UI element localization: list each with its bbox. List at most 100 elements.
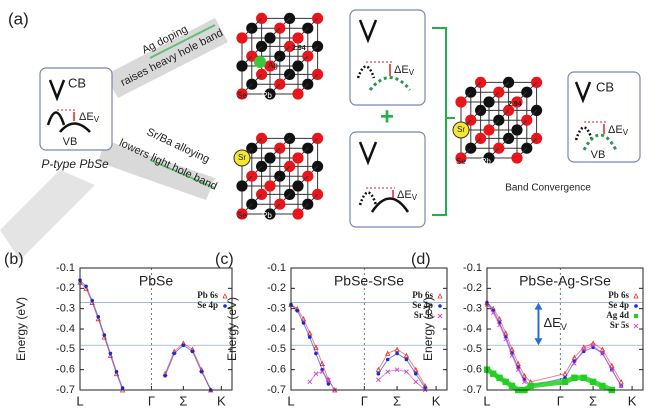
delta-label: ΔEV: [394, 64, 415, 77]
point: [414, 371, 418, 376]
arrow-band: [0, 170, 95, 260]
point: [375, 366, 382, 373]
point: [508, 382, 516, 390]
legend-marker: [634, 314, 638, 318]
legend-marker: [633, 323, 639, 329]
y-tick-label: -0.1: [267, 262, 286, 274]
point: [90, 298, 94, 303]
atom-label: Sr: [457, 125, 465, 134]
atom: [236, 32, 248, 44]
arrow-band: [98, 140, 215, 200]
charts: (b) Energy (eV) L Γ Σ K -0.1 -0.2 -0.3 -0.4 -0.5 -0…: [4, 251, 644, 408]
series-line: [79, 281, 212, 391]
point: [490, 370, 497, 377]
y-tick-label: -0.7: [267, 384, 286, 396]
point: [572, 361, 577, 366]
point: [581, 347, 587, 352]
hh-band: [59, 122, 91, 133]
point: [502, 378, 509, 386]
point: [609, 367, 615, 372]
delta-sub: V: [561, 322, 567, 332]
point: [496, 315, 503, 322]
delta-sub: V: [623, 128, 629, 137]
point: [600, 351, 605, 356]
series-line: [290, 304, 426, 391]
y-tick-label: -0.5: [267, 343, 286, 355]
delta-sub: V: [412, 193, 418, 202]
chart-title: PbSe-Ag-SrSe: [519, 273, 611, 289]
bond-label: 2.94: [292, 45, 306, 52]
plot-frame: [79, 267, 233, 391]
point: [571, 354, 578, 360]
legend-marker: [634, 304, 638, 308]
point: [509, 346, 515, 352]
point: [108, 351, 113, 356]
point: [120, 386, 125, 390]
atom-label: Sr: [238, 153, 246, 162]
caption: Band Convergence: [505, 183, 591, 194]
point: [496, 374, 503, 381]
lh-band: [46, 111, 66, 126]
atom: [511, 124, 523, 136]
x-tick-label: L: [287, 393, 294, 408]
point: [395, 351, 399, 356]
point: [96, 315, 101, 319]
y-tick-label: -0.5: [463, 343, 482, 355]
point: [394, 367, 400, 372]
point: [394, 346, 400, 352]
point: [326, 377, 331, 383]
atom: [455, 152, 467, 164]
atom: [455, 96, 467, 108]
lh-band: [370, 197, 410, 213]
point: [404, 369, 409, 375]
point: [319, 360, 325, 366]
chart: (d) Energy (eV) L Γ Σ K -0.1 -0.2 -0.3 -0.4 -0.5 -0…: [411, 251, 644, 408]
x-tick-label: Γ: [148, 393, 155, 408]
point: [618, 383, 624, 389]
x-tick-label: K: [628, 393, 637, 408]
point: [609, 362, 615, 368]
hh-band: [356, 65, 376, 79]
point: [114, 369, 119, 374]
point: [385, 369, 391, 375]
panel-label: (a): [8, 9, 29, 28]
atom: [292, 152, 304, 164]
atom-label: Se: [237, 211, 247, 220]
delta-label: ΔEV: [79, 111, 100, 124]
legend-marker: [633, 293, 639, 299]
point: [295, 308, 300, 313]
delta: ΔE: [397, 189, 412, 201]
x-tick-label: Γ: [361, 393, 368, 408]
x-tick-label: Σ: [589, 393, 597, 408]
panel-label: (c): [215, 251, 234, 268]
point: [503, 330, 509, 336]
ag-atom: [254, 56, 266, 68]
y-tick-label: -0.3: [267, 303, 286, 315]
x-tick-label: K: [432, 393, 441, 408]
panel-label: (b): [4, 251, 24, 268]
atom-label: Pb: [481, 157, 491, 166]
bond-label: 2.94: [508, 101, 522, 108]
atom: [236, 208, 248, 220]
point: [404, 357, 409, 362]
delta: ΔE: [79, 111, 94, 123]
y-tick-label: -0.6: [463, 364, 482, 376]
atom: [483, 152, 495, 164]
atom: [236, 60, 248, 72]
cb-label: CB: [68, 75, 86, 90]
band-box: [39, 67, 113, 151]
point: [497, 322, 502, 328]
legend-marker: [437, 313, 443, 319]
point: [403, 352, 410, 358]
vb-label: VB: [63, 136, 78, 148]
sr-atom: [233, 149, 251, 167]
sr-atom: [452, 121, 470, 139]
atom: [292, 180, 304, 192]
point: [515, 360, 521, 366]
delta: ΔE: [608, 124, 623, 136]
band-box: [349, 131, 426, 228]
atom: [292, 88, 304, 100]
y-tick-label: -0.7: [56, 384, 75, 396]
cb-label: CB: [596, 79, 614, 94]
delta-label: ΔEV: [608, 124, 629, 137]
